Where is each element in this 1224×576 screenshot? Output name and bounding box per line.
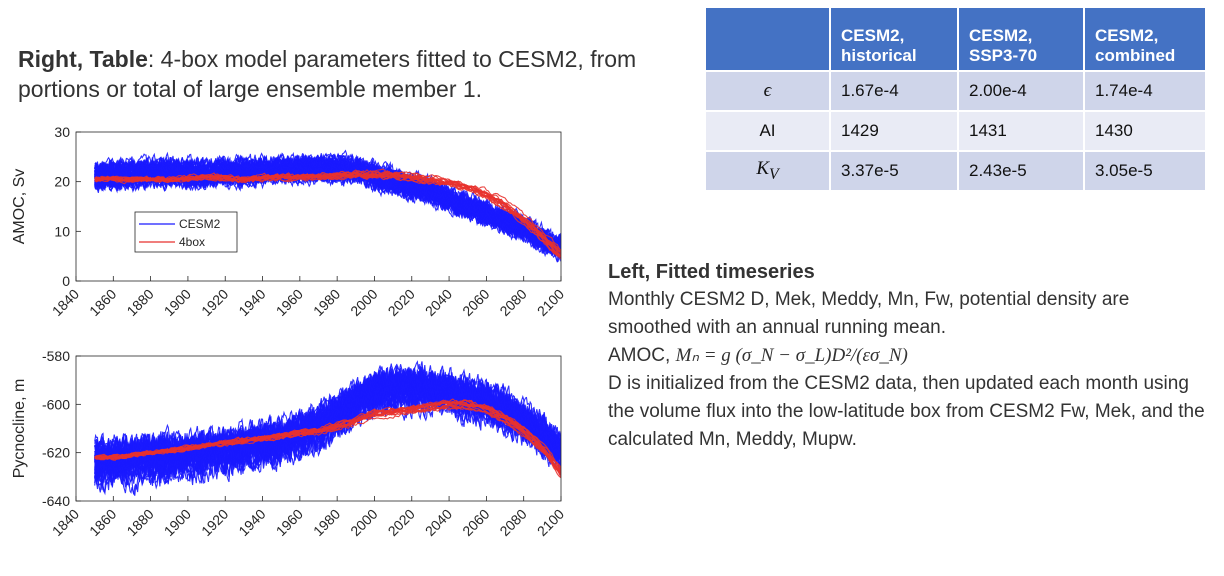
x-tick-label: 2020 (385, 506, 418, 539)
table-cell: 1430 (1083, 110, 1207, 152)
axes-frame (75, 355, 562, 502)
x-tick-label: 2000 (347, 506, 380, 539)
x-tick-label: 1840 (49, 506, 82, 539)
4box-series-line (94, 174, 561, 260)
cesm2-series-line (94, 157, 561, 254)
table-cell: 1429 (829, 110, 959, 152)
table-caption-bold: Right, Table (18, 46, 148, 72)
x-tick-label: 1940 (235, 506, 268, 539)
legend-label: 4box (179, 235, 205, 249)
cesm2-series-line (94, 364, 561, 470)
y-tick-label: -580 (42, 348, 70, 364)
y-tick-label: 20 (54, 174, 70, 190)
x-tick-label: 1980 (310, 506, 343, 539)
plot-area (94, 360, 561, 496)
x-tick-label: 2100 (534, 506, 567, 539)
y-tick-label: -640 (42, 493, 70, 509)
x-tick-label: 2020 (385, 286, 418, 319)
description-heading: Left, Fitted timeseries (608, 261, 815, 283)
table-row: KV 3.37e-5 2.43e-5 3.05e-5 (704, 150, 1207, 192)
fitted-timeseries-description: Left, Fitted timeseries Monthly CESM2 D,… (608, 258, 1208, 454)
description-para1: Monthly CESM2 D, Mek, Meddy, Mn, Fw, pot… (608, 289, 1130, 338)
x-tick-label: 1960 (273, 286, 306, 319)
kv-subscript: V (769, 165, 779, 183)
table-cell: 1.74e-4 (1083, 70, 1207, 112)
table-cell: 2.00e-4 (957, 70, 1085, 112)
plot-area (94, 149, 561, 263)
description-formula-line: AMOC, Mₙ = g (σ_N − σ_L)D²/(εσ_N) (608, 342, 1208, 370)
x-tick-label: 1880 (123, 506, 156, 539)
y-axis-label: AMOC, Sv (11, 169, 28, 245)
x-tick-label: 2060 (459, 506, 492, 539)
x-tick-label: 1940 (235, 286, 268, 319)
4box-series-line (94, 405, 561, 476)
y-tick-label: 10 (54, 223, 70, 239)
table-cell: 1431 (957, 110, 1085, 152)
4box-series-line (94, 400, 561, 475)
x-tick-label: 2080 (496, 286, 529, 319)
x-tick-label: 1900 (161, 286, 194, 319)
table-cell: 3.37e-5 (829, 150, 959, 192)
table-row-label-epsilon: ϵ (704, 70, 831, 112)
4box-series-line (94, 401, 561, 471)
table-header-row: CESM2, historical CESM2, SSP3-70 CESM2, … (704, 6, 1207, 72)
table-cell: 1.67e-4 (829, 70, 959, 112)
table-row-label-ai: AI (704, 110, 831, 152)
pycnocline-chart: -640 -620 -600 -580 1840 1860 1880 1900 1920 1940… (11, 348, 567, 539)
y-tick-label: 0 (62, 273, 70, 289)
table-row-label-kv: KV (704, 150, 831, 192)
x-tick-label: 2040 (422, 286, 455, 319)
table-header-ssp: CESM2, SSP3-70 (957, 6, 1085, 72)
x-tick-label: 1860 (86, 506, 119, 539)
x-tick-label: 2060 (459, 286, 492, 319)
table-row: AI 1429 1431 1430 (704, 110, 1207, 152)
x-tick-label: 1920 (198, 506, 231, 539)
table-caption: Right, Table: 4-box model parameters fit… (18, 44, 698, 104)
x-tick-label: 2040 (422, 506, 455, 539)
table-row: ϵ 1.67e-4 2.00e-4 1.74e-4 (704, 70, 1207, 112)
table-cell: 3.05e-5 (1083, 150, 1207, 192)
y-tick-label: 30 (54, 124, 70, 140)
table-header-empty (704, 6, 831, 72)
amoc-formula: Mₙ = g (σ_N − σ_L)D²/(εσ_N) (675, 345, 908, 366)
x-tick-label: 2080 (496, 506, 529, 539)
table-caption-text: : 4-box model parameters fitted to CESM2… (18, 46, 637, 102)
y-tick-label: -620 (42, 445, 70, 461)
x-tick-label: 1980 (310, 286, 343, 319)
x-tick-label: 1840 (49, 286, 82, 319)
x-tick-label: 2100 (534, 286, 567, 319)
legend-label: CESM2 (179, 217, 221, 231)
x-tick-label: 1920 (198, 286, 231, 319)
x-tick-label: 1880 (123, 286, 156, 319)
table-cell: 2.43e-5 (957, 150, 1085, 192)
table-header-combined: CESM2, combined (1083, 6, 1207, 72)
y-tick-label: -600 (42, 396, 70, 412)
axes-frame (75, 131, 562, 282)
parameter-table: CESM2, historical CESM2, SSP3-70 CESM2, … (704, 6, 1207, 192)
x-tick-label: 1900 (161, 506, 194, 539)
formula-prefix: AMOC, (608, 345, 676, 366)
description-para2: D is initialized from the CESM2 data, th… (608, 373, 1205, 450)
x-tick-label: 1860 (86, 286, 119, 319)
y-axis-label: Pycnocline, m (11, 379, 28, 479)
table-header-historical: CESM2, historical (829, 6, 959, 72)
x-tick-label: 1960 (273, 506, 306, 539)
x-tick-label: 2000 (347, 286, 380, 319)
kv-symbol: KV (756, 158, 779, 183)
4box-series-line (94, 402, 561, 472)
legend-box (134, 211, 238, 253)
